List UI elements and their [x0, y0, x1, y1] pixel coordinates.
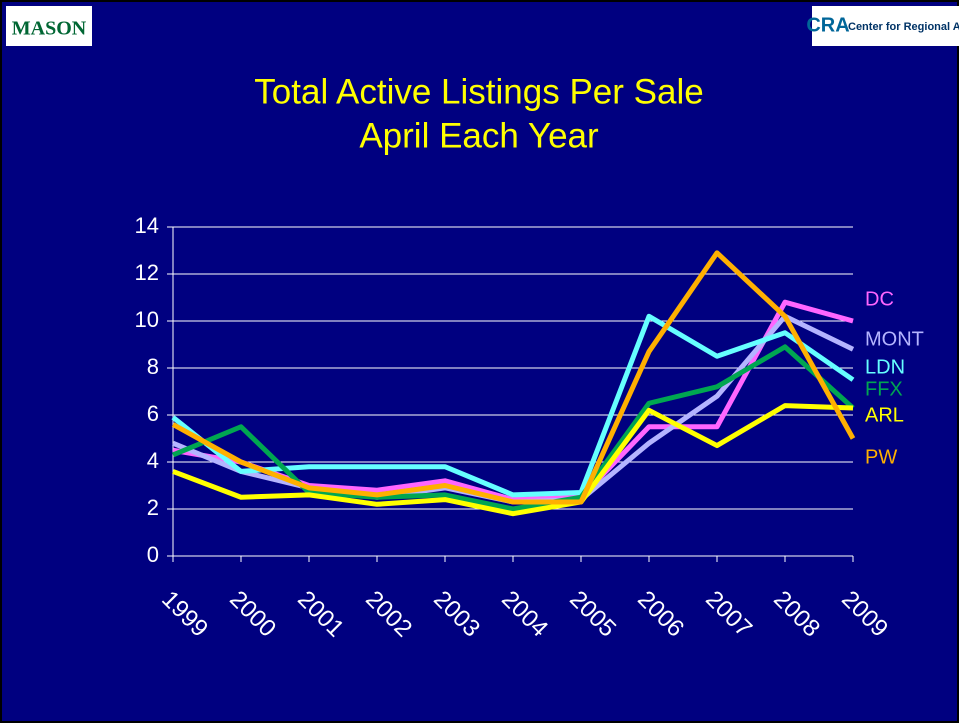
- y-tick-label: 6: [147, 401, 159, 426]
- series-line: [172, 344, 855, 512]
- chart-title: Total Active Listings Per Sale: [254, 72, 703, 111]
- series-line: [172, 403, 854, 517]
- y-tick-label: 12: [135, 260, 159, 285]
- series-label: LDN: [865, 356, 905, 378]
- y-tick-label: 14: [135, 213, 159, 238]
- logo-left-box: [6, 6, 92, 46]
- y-tick-label: 4: [147, 448, 159, 473]
- series-label: ARL: [865, 404, 904, 426]
- series-label: DC: [865, 288, 894, 310]
- series-label: MONT: [865, 328, 924, 350]
- logo-right-box: [812, 6, 959, 46]
- logo-left: MASON: [12, 18, 87, 40]
- logo-right-mark: CRA: [806, 14, 849, 36]
- y-tick-label: 2: [147, 495, 159, 520]
- y-tick-label: 0: [147, 542, 159, 567]
- series-label: PW: [865, 446, 897, 468]
- chart-subtitle: April Each Year: [359, 116, 599, 155]
- y-tick-label: 10: [135, 307, 159, 332]
- logo-right: Center for Regional Analysis: [848, 21, 959, 33]
- series-label: FFX: [865, 378, 903, 400]
- series-line: [171, 250, 856, 505]
- y-tick-label: 8: [147, 354, 159, 379]
